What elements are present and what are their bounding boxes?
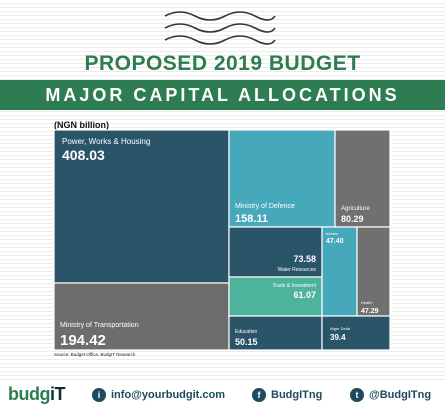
footer: budgiT i info@yourbudgit.com f BudgITng … — [0, 380, 445, 410]
footer-email[interactable]: i info@yourbudgit.com — [92, 388, 225, 402]
facebook-icon: f — [252, 388, 266, 402]
logo-main: budg — [8, 384, 50, 404]
email-icon: i — [92, 388, 106, 402]
footer-facebook[interactable]: f BudgITng — [252, 388, 322, 402]
footer-twitter-text[interactable]: @BudgITng — [369, 389, 432, 401]
banner-title: MAJOR CAPITAL ALLOCATIONS — [45, 85, 400, 105]
footer-twitter[interactable]: t @BudgITng — [350, 388, 431, 402]
twitter-icon: t — [350, 388, 364, 402]
footer-email-text[interactable]: info@yourbudgit.com — [111, 389, 225, 401]
budgit-logo: budgiT — [8, 384, 65, 405]
wave-decoration-icon — [164, 11, 276, 45]
footer-facebook-text[interactable]: BudgITng — [271, 389, 323, 401]
page-title: PROPOSED 2019 BUDGET — [84, 52, 361, 75]
unit-label: (NGN billion) — [54, 120, 109, 130]
logo-accent: iT — [49, 384, 66, 404]
title-banner: MAJOR CAPITAL ALLOCATIONS — [0, 80, 445, 110]
source-note: Source: Budget Office, BudgIT Research — [54, 352, 136, 357]
